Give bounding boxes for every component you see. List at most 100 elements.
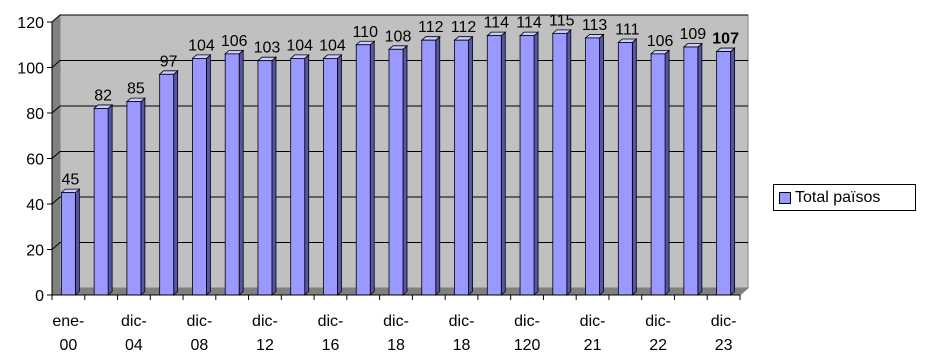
bar-front	[454, 39, 469, 296]
x-tick-label: dic-16	[318, 313, 344, 354]
bar	[420, 35, 441, 296]
legend: Total països	[773, 184, 916, 211]
bar-side	[369, 40, 375, 296]
x-tick-label: dic-18	[449, 313, 475, 354]
y-tick-label: 40	[26, 197, 44, 214]
data-label: 111	[615, 21, 639, 38]
bar	[486, 31, 507, 296]
data-label: 97	[160, 53, 178, 70]
bar-side	[173, 69, 179, 296]
data-labels: 45 82 85 97 104 106 103 104 104 110 108 112 112 114 11…	[61, 12, 739, 188]
y-tick-label: 120	[17, 15, 44, 32]
bar-front	[617, 42, 633, 296]
bar-front	[683, 46, 699, 296]
y-tick-label: 20	[26, 243, 44, 260]
data-label: 114	[484, 15, 510, 32]
bar-side	[238, 49, 244, 296]
x-tick-label: dic-21	[580, 313, 606, 354]
bar-front	[716, 51, 732, 296]
bar-side	[402, 44, 408, 296]
bar-front	[323, 58, 338, 296]
axes: 0 20 40 60 80 100 120 ene-00 dic-04 dic-08 dic-12 d…	[17, 15, 741, 354]
bar-front	[159, 73, 175, 296]
bar-side	[500, 31, 506, 296]
data-label: 115	[549, 12, 575, 29]
gridline	[51, 105, 748, 114]
bar-front	[257, 60, 273, 296]
bar	[518, 31, 540, 296]
bar-front	[421, 39, 437, 296]
bar	[289, 54, 310, 296]
bar-front	[585, 37, 600, 296]
x-tick-label: dic-12	[252, 313, 278, 354]
bar	[650, 49, 671, 296]
bar-side	[107, 104, 113, 296]
bar	[224, 49, 245, 296]
data-label: 104	[319, 37, 346, 54]
data-label: 110	[352, 24, 378, 41]
bar-front	[60, 192, 76, 296]
y-tick-label: 80	[26, 106, 44, 123]
bar-side	[631, 38, 637, 296]
x-tick-label: dic-08	[187, 313, 213, 354]
bar-side	[566, 28, 572, 296]
bar-side	[271, 56, 277, 296]
bar	[584, 33, 605, 296]
y-tick-label: 100	[17, 61, 44, 78]
x-tick-label: dic-120	[514, 313, 541, 354]
bar-front	[290, 58, 306, 296]
bar	[322, 54, 343, 296]
bar	[60, 188, 81, 296]
bar	[617, 38, 638, 296]
y-tick-label: 60	[26, 152, 44, 169]
bar-side	[140, 97, 146, 296]
bar-side	[304, 54, 310, 296]
bar	[158, 69, 179, 296]
data-label: 107	[712, 31, 739, 48]
bar-side	[435, 35, 441, 296]
bar	[93, 104, 114, 296]
bar-side	[468, 35, 473, 296]
gridline	[51, 151, 748, 159]
bars	[60, 28, 736, 296]
data-label: 109	[680, 26, 707, 43]
data-label: 114	[516, 15, 542, 32]
bar	[256, 56, 278, 296]
bar-front	[93, 108, 109, 296]
data-label: 104	[188, 37, 215, 54]
gridline	[51, 60, 748, 68]
bar	[355, 40, 376, 296]
bar	[191, 54, 212, 296]
gridline	[51, 242, 748, 250]
bar-side	[337, 54, 342, 296]
gridline	[51, 14, 748, 23]
data-label: 112	[451, 19, 477, 36]
bar-side	[533, 31, 539, 296]
bar-side	[599, 33, 604, 296]
bar-front	[192, 58, 207, 296]
data-label: 104	[286, 37, 313, 54]
legend-label: Total països	[795, 188, 881, 206]
gridline	[51, 196, 748, 205]
x-tick-label: dic-23	[711, 313, 737, 354]
bar	[387, 44, 409, 296]
x-tick-label: dic-04	[121, 313, 147, 354]
bar-side	[697, 42, 703, 296]
bar	[682, 42, 703, 296]
y-tick-label: 0	[35, 288, 44, 305]
data-label: 112	[418, 19, 444, 36]
bar-front	[650, 53, 666, 296]
bar-front	[552, 32, 568, 296]
bar-side	[206, 54, 211, 296]
data-label: 85	[127, 81, 145, 98]
bar	[125, 97, 146, 296]
bar	[453, 35, 474, 296]
bar-front	[126, 101, 142, 296]
bar-front	[224, 53, 240, 296]
x-tick-label: dic-22	[645, 313, 671, 354]
bar-side	[730, 47, 736, 296]
data-label: 113	[582, 17, 608, 34]
x-tick-label: ene-00	[52, 313, 84, 354]
legend-swatch	[779, 191, 791, 204]
